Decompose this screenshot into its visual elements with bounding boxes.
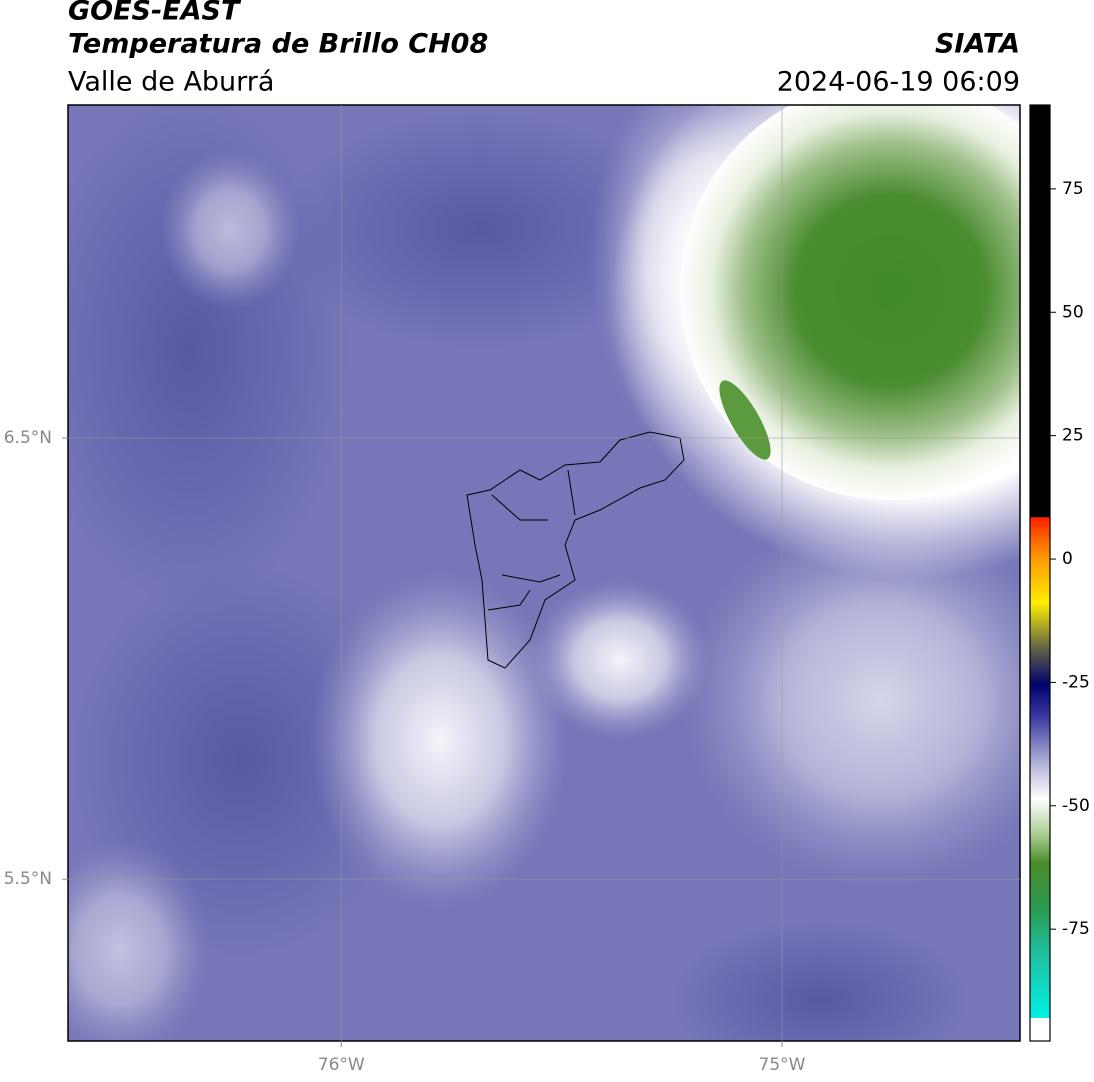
title: GOES-EAST xyxy=(68,0,242,27)
imagery xyxy=(68,105,1020,1041)
source: SIATA xyxy=(935,29,1020,60)
x-tick-label: 75°W xyxy=(759,1055,806,1075)
y-tick-label: 5.5°N xyxy=(4,869,52,889)
datetime: 2024-06-19 06:09 xyxy=(777,67,1020,98)
colorbar-tick-label: 75 xyxy=(1062,179,1084,199)
colorbar-tick-label: -25 xyxy=(1062,672,1090,692)
product: Temperatura de Brillo CH08 xyxy=(68,29,488,60)
colorbar-frame xyxy=(1029,104,1051,1042)
colorbar xyxy=(1030,105,1050,1018)
x-tick-label: 76°W xyxy=(318,1055,365,1075)
y-tick-label: 6.5°N xyxy=(4,428,52,448)
colorbar-tick-label: 0 xyxy=(1062,549,1073,569)
colorbar-extension xyxy=(1030,1018,1050,1041)
colorbar-tick-label: 25 xyxy=(1062,426,1084,446)
region: Valle de Aburrá xyxy=(68,67,274,98)
colorbar-tick-label: -75 xyxy=(1062,919,1090,939)
colorbar-tick-label: 50 xyxy=(1062,302,1084,322)
colorbar-tick-label: -50 xyxy=(1062,796,1090,816)
map-frame xyxy=(67,104,1021,1042)
